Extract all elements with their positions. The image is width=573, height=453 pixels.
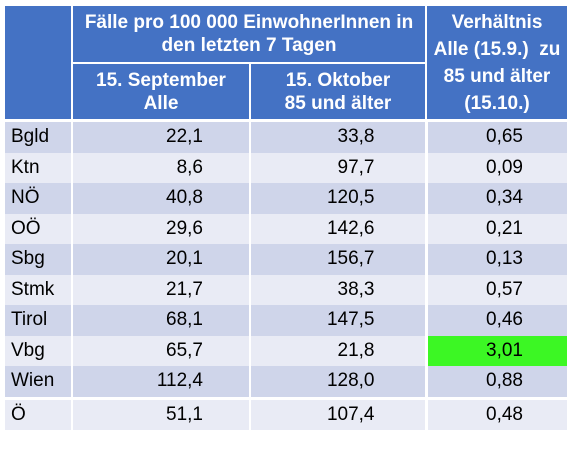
table-row: Sbg 20,1 156,7 0,13 bbox=[3, 244, 569, 275]
sep-all-cell: 21,7 bbox=[71, 274, 251, 305]
ratio-header-line2: Alle (15.9.) zu bbox=[433, 38, 561, 60]
sep-all-cell: 68,1 bbox=[71, 305, 251, 336]
ratio-cell: 0,34 bbox=[424, 183, 569, 214]
table-row: Stmk 21,7 38,3 0,57 bbox=[3, 274, 569, 305]
col2-header-line2: Alle bbox=[143, 92, 179, 114]
region-cell: NÖ bbox=[3, 183, 73, 214]
sep-all-cell: 40,8 bbox=[71, 183, 251, 214]
oct-85-cell: 33,8 bbox=[249, 119, 427, 153]
region-cell: Stmk bbox=[3, 274, 73, 305]
sep-all-cell: 20,1 bbox=[71, 244, 251, 275]
oct-85-cell: 21,8 bbox=[249, 335, 427, 366]
ratio-cell: 0,13 bbox=[424, 244, 569, 275]
region-cell: Wien bbox=[3, 366, 73, 398]
table-row-total: Ö 51,1 107,4 0,48 bbox=[3, 396, 569, 430]
region-cell: Tirol bbox=[3, 305, 73, 336]
region-cell: Vbg bbox=[3, 335, 73, 366]
cases-group-header: Fälle pro 100 000 EinwohnerInnen in den … bbox=[71, 4, 427, 64]
col2-header-line1: 15. September bbox=[96, 69, 226, 91]
sep-all-cell: 8,6 bbox=[71, 152, 251, 183]
col-header-oct-85: 15. Oktober 85 und älter bbox=[249, 62, 427, 122]
oct-85-cell: 128,0 bbox=[249, 366, 427, 398]
oct-85-cell: 142,6 bbox=[249, 213, 427, 244]
region-cell: Ö bbox=[3, 396, 73, 430]
table-row: Tirol 68,1 147,5 0,46 bbox=[3, 305, 569, 336]
region-header-cell bbox=[3, 4, 73, 122]
table-body: Bgld 22,1 33,8 0,65 Ktn 8,6 97,7 0,09 NÖ… bbox=[3, 119, 569, 430]
table-row: Bgld 22,1 33,8 0,65 bbox=[3, 119, 569, 153]
ratio-cell: 0,46 bbox=[424, 305, 569, 336]
table-row: Vbg 65,7 21,8 3,01 bbox=[3, 335, 569, 366]
group-title-line2: den letzten 7 Tagen bbox=[161, 35, 337, 56]
table-container: Fälle pro 100 000 EinwohnerInnen in den … bbox=[3, 4, 569, 430]
oct-85-cell: 120,5 bbox=[249, 183, 427, 214]
region-cell: Sbg bbox=[3, 244, 73, 275]
region-cell: Ktn bbox=[3, 152, 73, 183]
ratio-header-line3: 85 und älter bbox=[443, 65, 551, 87]
ratio-header: Verhältnis Alle (15.9.) zu 85 und älter … bbox=[425, 4, 569, 122]
table-row: NÖ 40,8 120,5 0,34 bbox=[3, 183, 569, 214]
table-row: OÖ 29,6 142,6 0,21 bbox=[3, 213, 569, 244]
sep-all-cell: 22,1 bbox=[71, 119, 251, 153]
sep-all-cell: 112,4 bbox=[71, 366, 251, 398]
ratio-cell-highlighted: 3,01 bbox=[424, 335, 569, 366]
ratio-header-line4: (15.10.) bbox=[464, 92, 530, 114]
col3-header-line1: 15. Oktober bbox=[285, 69, 391, 91]
ratio-cell: 0,88 bbox=[424, 366, 569, 398]
region-cell: Bgld bbox=[3, 119, 73, 153]
oct-85-cell: 156,7 bbox=[249, 244, 427, 275]
oct-85-cell: 147,5 bbox=[249, 305, 427, 336]
sep-all-cell: 51,1 bbox=[71, 396, 251, 430]
region-cell: OÖ bbox=[3, 213, 73, 244]
table-row: Ktn 8,6 97,7 0,09 bbox=[3, 152, 569, 183]
oct-85-cell: 107,4 bbox=[249, 396, 427, 430]
oct-85-cell: 38,3 bbox=[249, 274, 427, 305]
sep-all-cell: 29,6 bbox=[71, 213, 251, 244]
ratio-cell: 0,09 bbox=[424, 152, 569, 183]
cases-table: Fälle pro 100 000 EinwohnerInnen in den … bbox=[3, 4, 569, 430]
ratio-cell: 0,65 bbox=[424, 119, 569, 153]
ratio-cell: 0,57 bbox=[424, 274, 569, 305]
oct-85-cell: 97,7 bbox=[249, 152, 427, 183]
col3-header-line2: 85 und älter bbox=[284, 92, 392, 114]
ratio-cell: 0,21 bbox=[424, 213, 569, 244]
group-title-line1: Fälle pro 100 000 EinwohnerInnen in bbox=[84, 12, 414, 33]
col-header-sep-all: 15. September Alle bbox=[71, 62, 251, 122]
table-row: Wien 112,4 128,0 0,88 bbox=[3, 366, 569, 398]
ratio-header-line1: Verhältnis bbox=[451, 11, 543, 33]
ratio-cell: 0,48 bbox=[424, 396, 569, 430]
sep-all-cell: 65,7 bbox=[71, 335, 251, 366]
